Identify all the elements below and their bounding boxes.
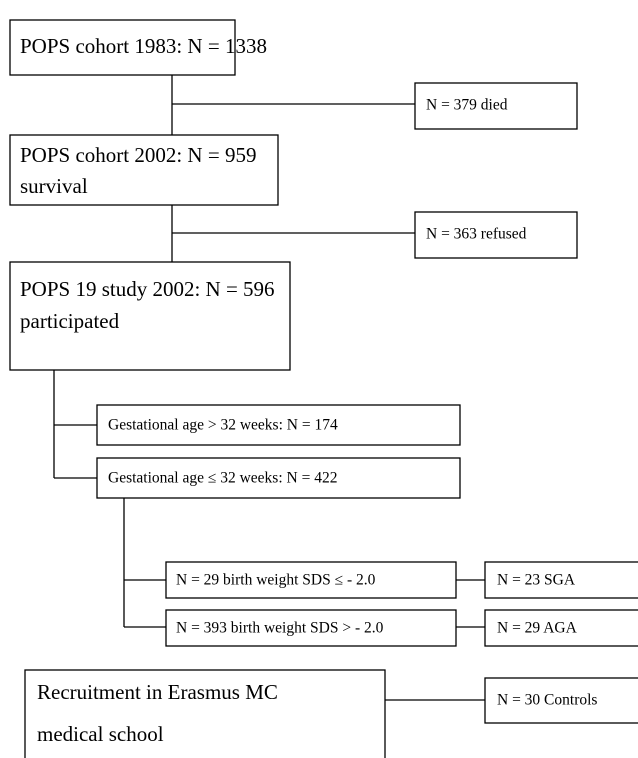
box bbox=[484, 561, 638, 599]
box bbox=[414, 82, 578, 130]
box-label: Gestational age > 32 weeks: N = 174 bbox=[108, 417, 338, 434]
box-label: N = 29 birth weight SDS ≤ - 2.0 bbox=[176, 572, 376, 589]
box bbox=[9, 134, 279, 206]
box bbox=[165, 561, 457, 599]
box bbox=[9, 19, 236, 76]
box-label: N = 23 SGA bbox=[497, 572, 576, 589]
box bbox=[414, 211, 578, 259]
box-label: N = 30 Controls bbox=[497, 692, 597, 709]
connectors bbox=[53, 75, 485, 701]
box bbox=[484, 677, 638, 724]
box-label: N = 393 birth weight SDS > - 2.0 bbox=[176, 620, 384, 637]
box-label: Gestational age ≤ 32 weeks: N = 422 bbox=[108, 470, 337, 487]
box-label: POPS cohort 1983: N = 1338 bbox=[20, 34, 267, 58]
box bbox=[96, 404, 461, 446]
box bbox=[165, 609, 457, 647]
box-label: Recruitment in Erasmus MC bbox=[37, 680, 278, 704]
box-label: N = 363 refused bbox=[426, 226, 527, 243]
box bbox=[9, 261, 291, 371]
box bbox=[24, 669, 386, 758]
box-label: N = 379 died bbox=[426, 97, 508, 114]
box bbox=[96, 457, 461, 499]
box-label: medical school bbox=[37, 722, 164, 746]
box-label: participated bbox=[20, 309, 120, 333]
box-label: N = 29 AGA bbox=[497, 620, 578, 637]
box-label: survival bbox=[20, 174, 88, 198]
box-label: POPS 19 study 2002: N = 596 bbox=[20, 277, 275, 301]
box bbox=[484, 609, 638, 647]
box-label: POPS cohort 2002: N = 959 bbox=[20, 143, 256, 167]
